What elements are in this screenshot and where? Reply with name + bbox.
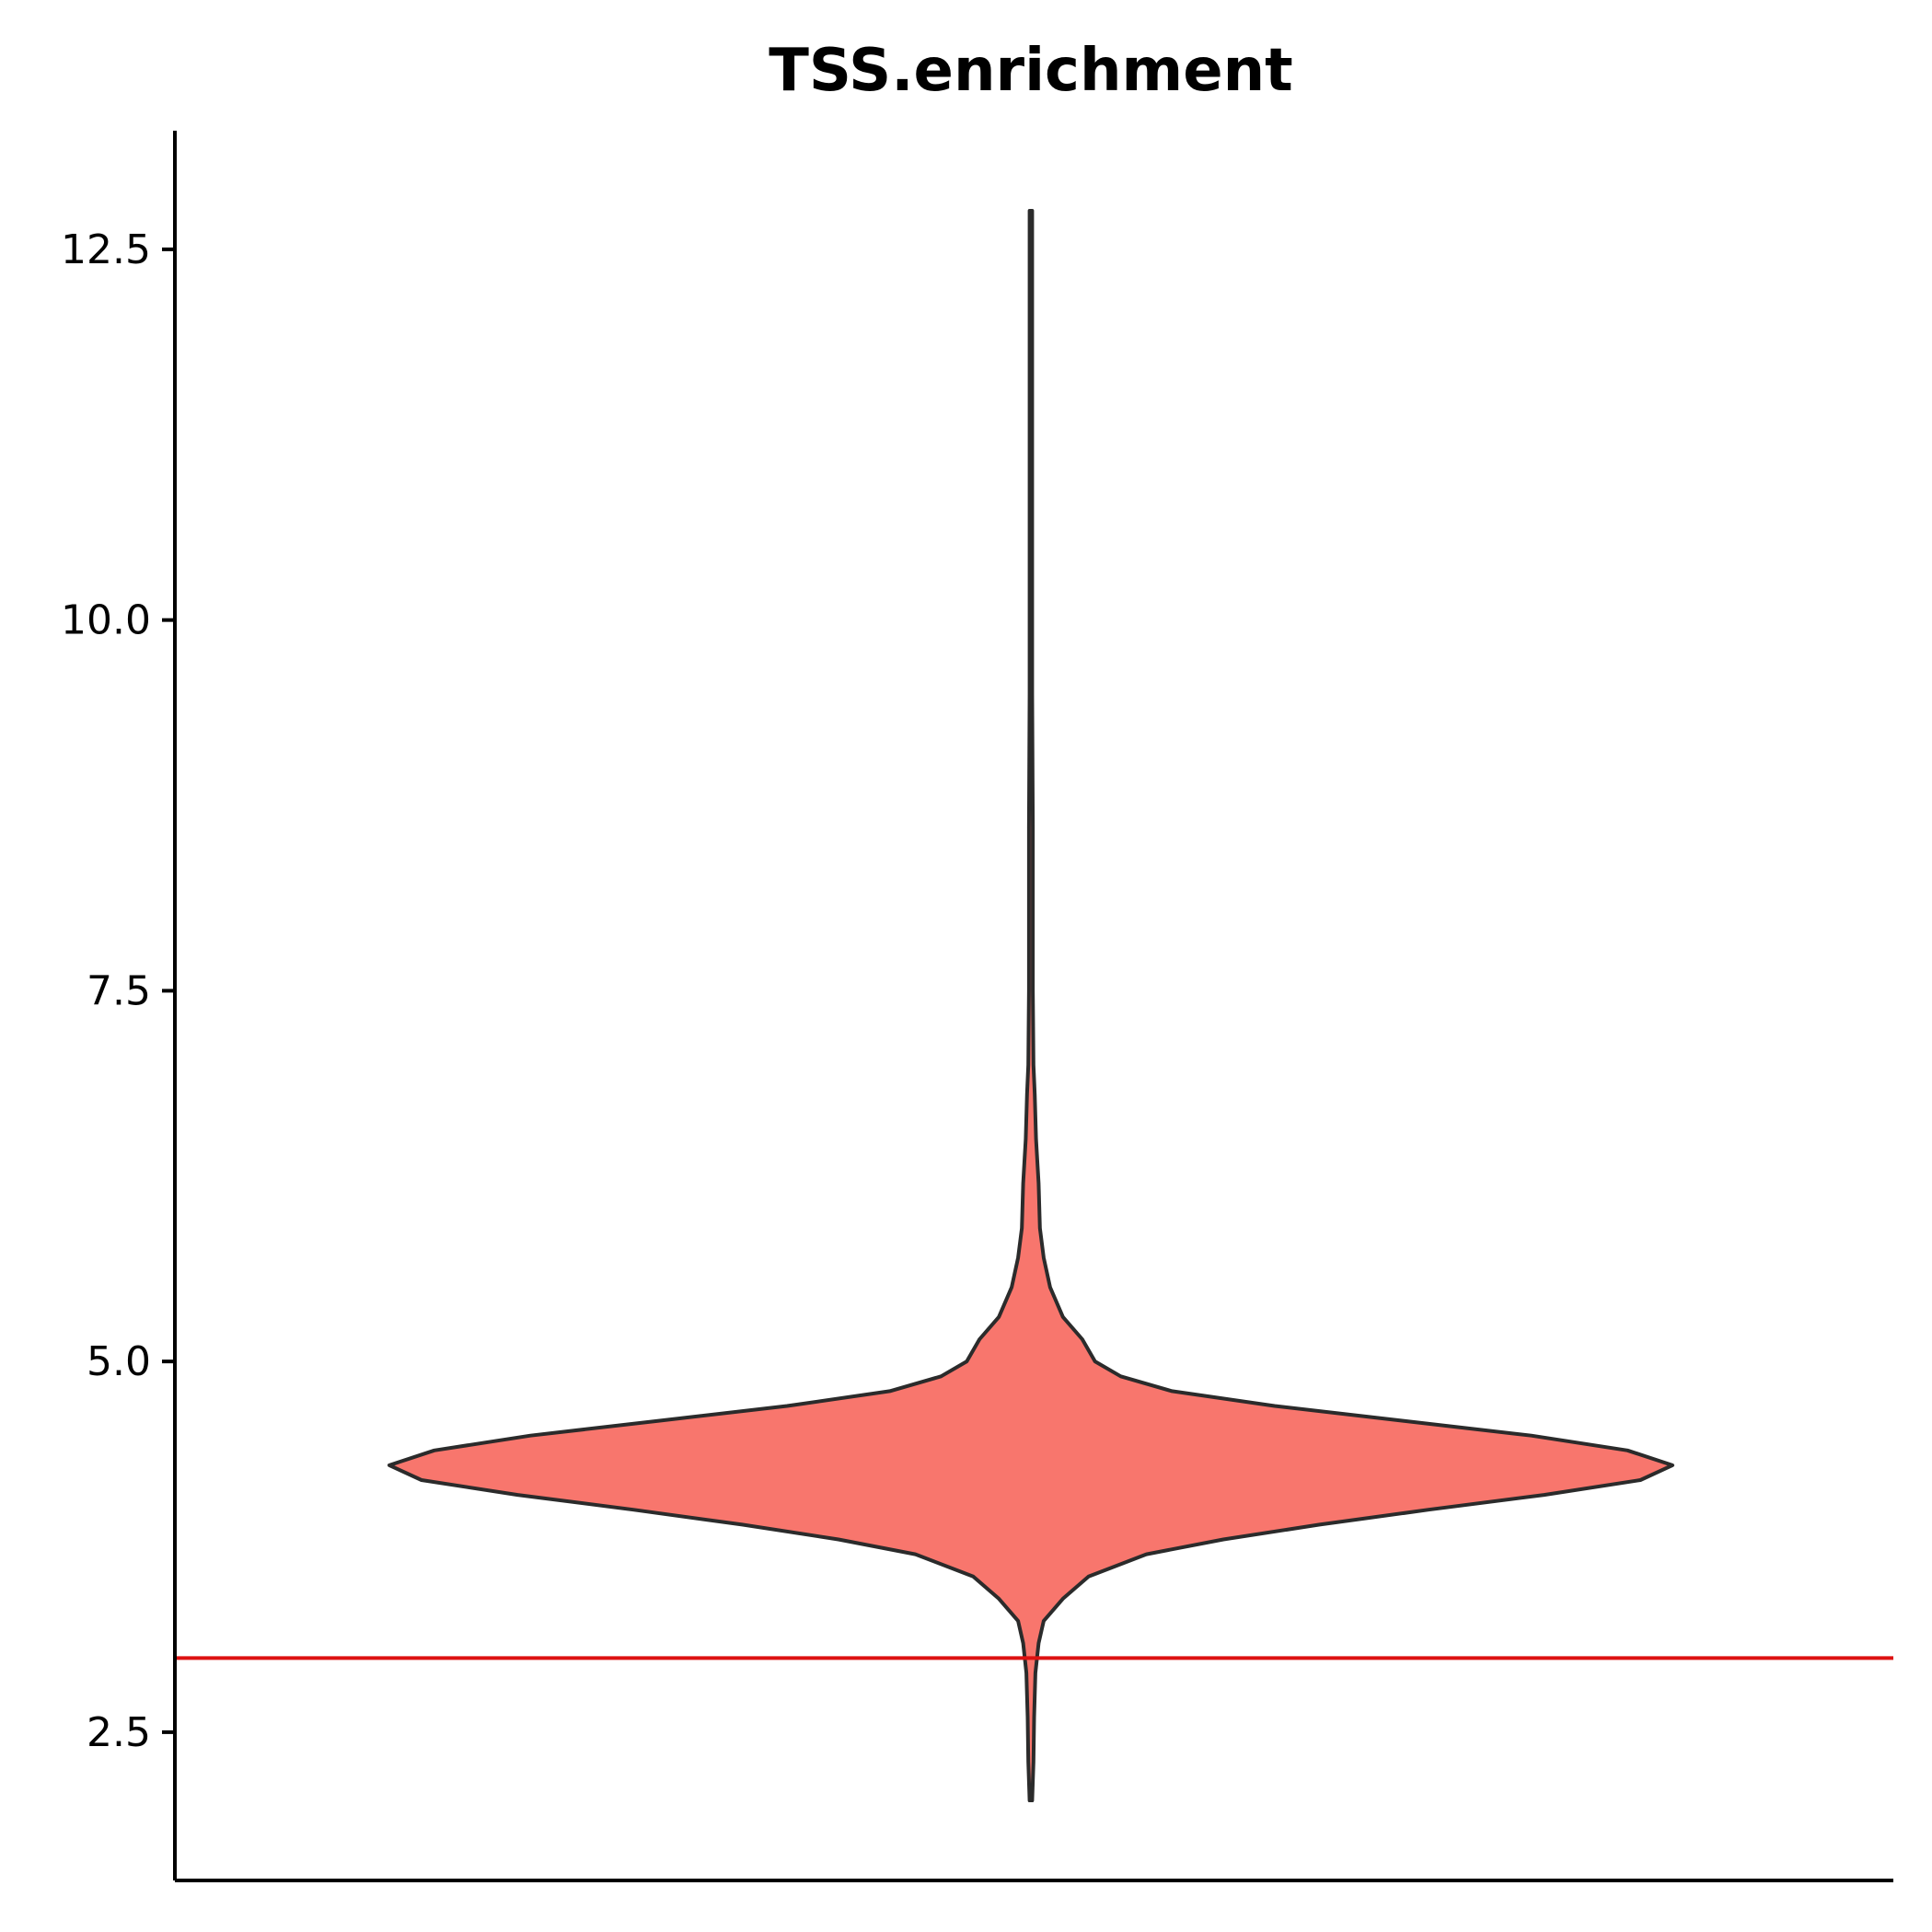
axes: 2.5 5.0 7.5 10.0 12.5	[61, 131, 1893, 1882]
violin-shape	[388, 209, 1674, 1802]
plot-area	[175, 209, 1893, 1802]
y-tick-label: 12.5	[61, 226, 151, 273]
y-tick-label: 10.0	[61, 597, 151, 644]
y-tick-label: 2.5	[87, 1709, 151, 1756]
y-tick-label: 7.5	[87, 967, 151, 1014]
chart-title: TSS.enrichment	[769, 37, 1293, 105]
y-tick-label: 5.0	[87, 1338, 151, 1385]
